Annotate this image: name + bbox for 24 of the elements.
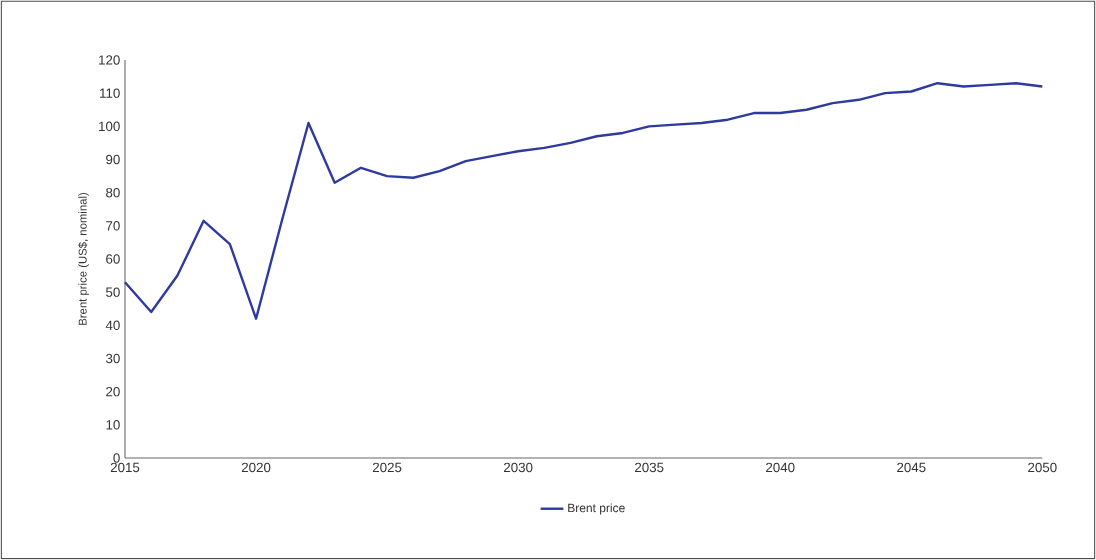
x-tick-label: 2015 (110, 462, 140, 473)
y-tick-label: 40 (105, 320, 120, 331)
x-tick-label: 2035 (635, 462, 664, 473)
y-tick-label: 120 (99, 55, 120, 65)
y-tick-label: 0 (113, 453, 120, 463)
x-tick-label: 2045 (897, 462, 926, 473)
line-series (123, 82, 1044, 320)
y-tick-label: 60 (106, 254, 120, 264)
y-tick-label: 30 (105, 353, 120, 364)
x-tick-label: 2020 (241, 462, 271, 473)
y-tick-label: 10 (106, 420, 120, 430)
x-tick-label: 2040 (766, 462, 795, 473)
x-tick-label: 2050 (1028, 462, 1057, 473)
y-tick-label: 20 (106, 386, 120, 397)
y-tick-label: 100 (99, 121, 120, 132)
x-tick-label: 2025 (372, 462, 402, 473)
y-tick-label: 50 (106, 287, 120, 297)
y-axis-title: Brent price (US$, nominal) (78, 192, 89, 325)
legend-label: Brent price (568, 503, 625, 515)
y-tick-label: 110 (100, 88, 120, 98)
x-tick-label: 2030 (503, 462, 533, 473)
y-tick-label: 70 (106, 221, 120, 231)
y-tick-label: 80 (106, 187, 120, 198)
y-tick-label: 90 (106, 154, 120, 165)
